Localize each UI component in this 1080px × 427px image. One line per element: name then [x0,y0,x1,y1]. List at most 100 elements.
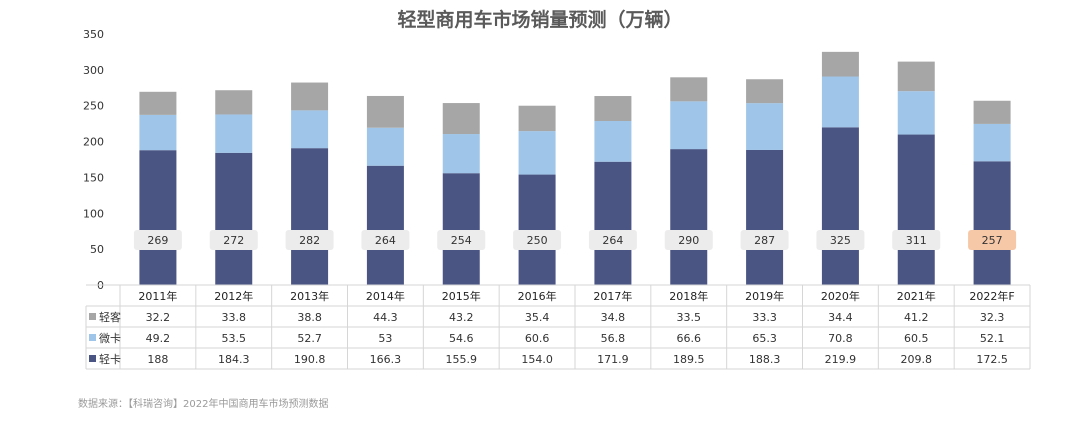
category-label: 2019年 [745,289,784,303]
bar-segment-2-11 [973,100,1011,124]
table-cell: 154.0 [521,353,553,366]
total-label-box [133,230,182,250]
bar-segment-2-7 [670,77,708,102]
bar-segment-2-8 [746,79,784,104]
table-cell: 49.2 [146,332,171,345]
total-label-box [968,230,1017,250]
bar-segment-2-3 [366,95,404,128]
bar-segment-1-1 [215,114,253,153]
bar-segment-1-11 [973,123,1011,162]
bar-segment-2-4 [442,103,480,135]
bar-segment-2-1 [215,90,253,115]
bar-segment-2-10 [897,61,935,92]
legend-swatch [89,313,96,320]
table-cell: 35.4 [525,311,550,324]
category-label: 2014年 [366,289,405,303]
legend-swatch [89,334,96,341]
table-cell: 44.3 [373,311,398,324]
legend-swatch [89,355,96,362]
table-cell: 190.8 [294,353,326,366]
table-cell: 65.3 [752,332,777,345]
table-cell: 70.8 [828,332,853,345]
table-cell: 53.5 [222,332,247,345]
total-label-box [892,230,941,250]
bar-segment-1-0 [139,114,177,151]
category-label: 2011年 [138,289,177,303]
table-cell: 34.8 [601,311,626,324]
table-cell: 33.8 [222,311,247,324]
bar-segment-0-6 [594,161,632,285]
table-cell: 33.5 [677,311,702,324]
table-cell: 155.9 [446,353,478,366]
category-label: 2012年 [214,289,253,303]
y-tick-label: 100 [83,207,104,220]
total-label-box [285,230,334,250]
bar-segment-1-2 [291,110,329,149]
y-tick-label: 200 [83,136,104,149]
table-cell: 54.6 [449,332,474,345]
total-label-box [361,230,410,250]
bar-segment-0-2 [291,148,329,285]
bar-segment-1-7 [670,101,708,150]
table-cell: 32.3 [980,311,1005,324]
total-label: 282 [299,234,320,247]
bar-segment-0-3 [366,165,404,285]
y-tick-label: 250 [83,100,104,113]
table-cell: 52.1 [980,332,1005,345]
bar-segment-2-9 [821,51,859,77]
total-label-box [664,230,713,250]
table-cell: 166.3 [370,353,402,366]
legend-label: 轻客 [99,310,121,324]
total-label: 264 [602,234,623,247]
category-label: 2017年 [593,289,632,303]
total-label-box [209,230,258,250]
table-cell: 172.5 [976,353,1008,366]
bar-segment-0-11 [973,161,1011,285]
source-note: 数据来源：【科瑞咨询】2022年中国商用车市场预测数据 [78,397,328,410]
total-label: 287 [754,234,775,247]
category-label: 2018年 [669,289,708,303]
total-label: 257 [982,234,1003,247]
table-cell: 38.8 [297,311,322,324]
total-label-box [816,230,865,250]
y-tick-label: 350 [83,28,104,41]
bar-segment-0-7 [670,149,708,285]
table-cell: 219.9 [825,353,857,366]
data-table: 2011年 2012年 2013年 2014年 2015年 2016年 2017年 2018年… [85,284,1031,370]
total-label-box [740,230,789,250]
table-cell: 184.3 [218,353,250,366]
table-cell: 188.3 [749,353,781,366]
category-label: 2021年 [897,289,936,303]
total-label: 264 [375,234,396,247]
category-label: 2016年 [518,289,557,303]
table-cell: 52.7 [297,332,322,345]
total-label: 325 [830,234,851,247]
table-cell: 41.2 [904,311,929,324]
bar-segment-1-6 [594,120,632,162]
category-label: 2022年F [969,289,1014,303]
bar-segment-2-0 [139,91,177,115]
bar-segment-0-4 [442,173,480,285]
bar-segment-1-10 [897,91,935,135]
table-cell: 171.9 [597,353,629,366]
total-label: 250 [527,234,548,247]
table-cell: 43.2 [449,311,474,324]
bar-segment-0-10 [897,134,935,285]
total-label: 272 [223,234,244,247]
bar-segment-1-8 [746,103,784,150]
y-tick-label: 50 [90,243,104,256]
bar-segment-1-9 [821,76,859,128]
bar-segment-2-6 [594,96,632,121]
y-axis: 050100150200250300350 [83,28,104,292]
table-cell: 188 [147,353,168,366]
total-label-box [588,230,637,250]
table-cell: 53 [378,332,392,345]
bar-segment-0-0 [139,150,177,285]
chart-title: 轻型商用车市场销量预测（万辆） [397,8,682,31]
y-tick-label: 150 [83,171,104,184]
bar-segment-2-2 [291,82,329,111]
table-cell: 189.5 [673,353,705,366]
category-label: 2020年 [821,289,860,303]
table-cell: 60.5 [904,332,929,345]
